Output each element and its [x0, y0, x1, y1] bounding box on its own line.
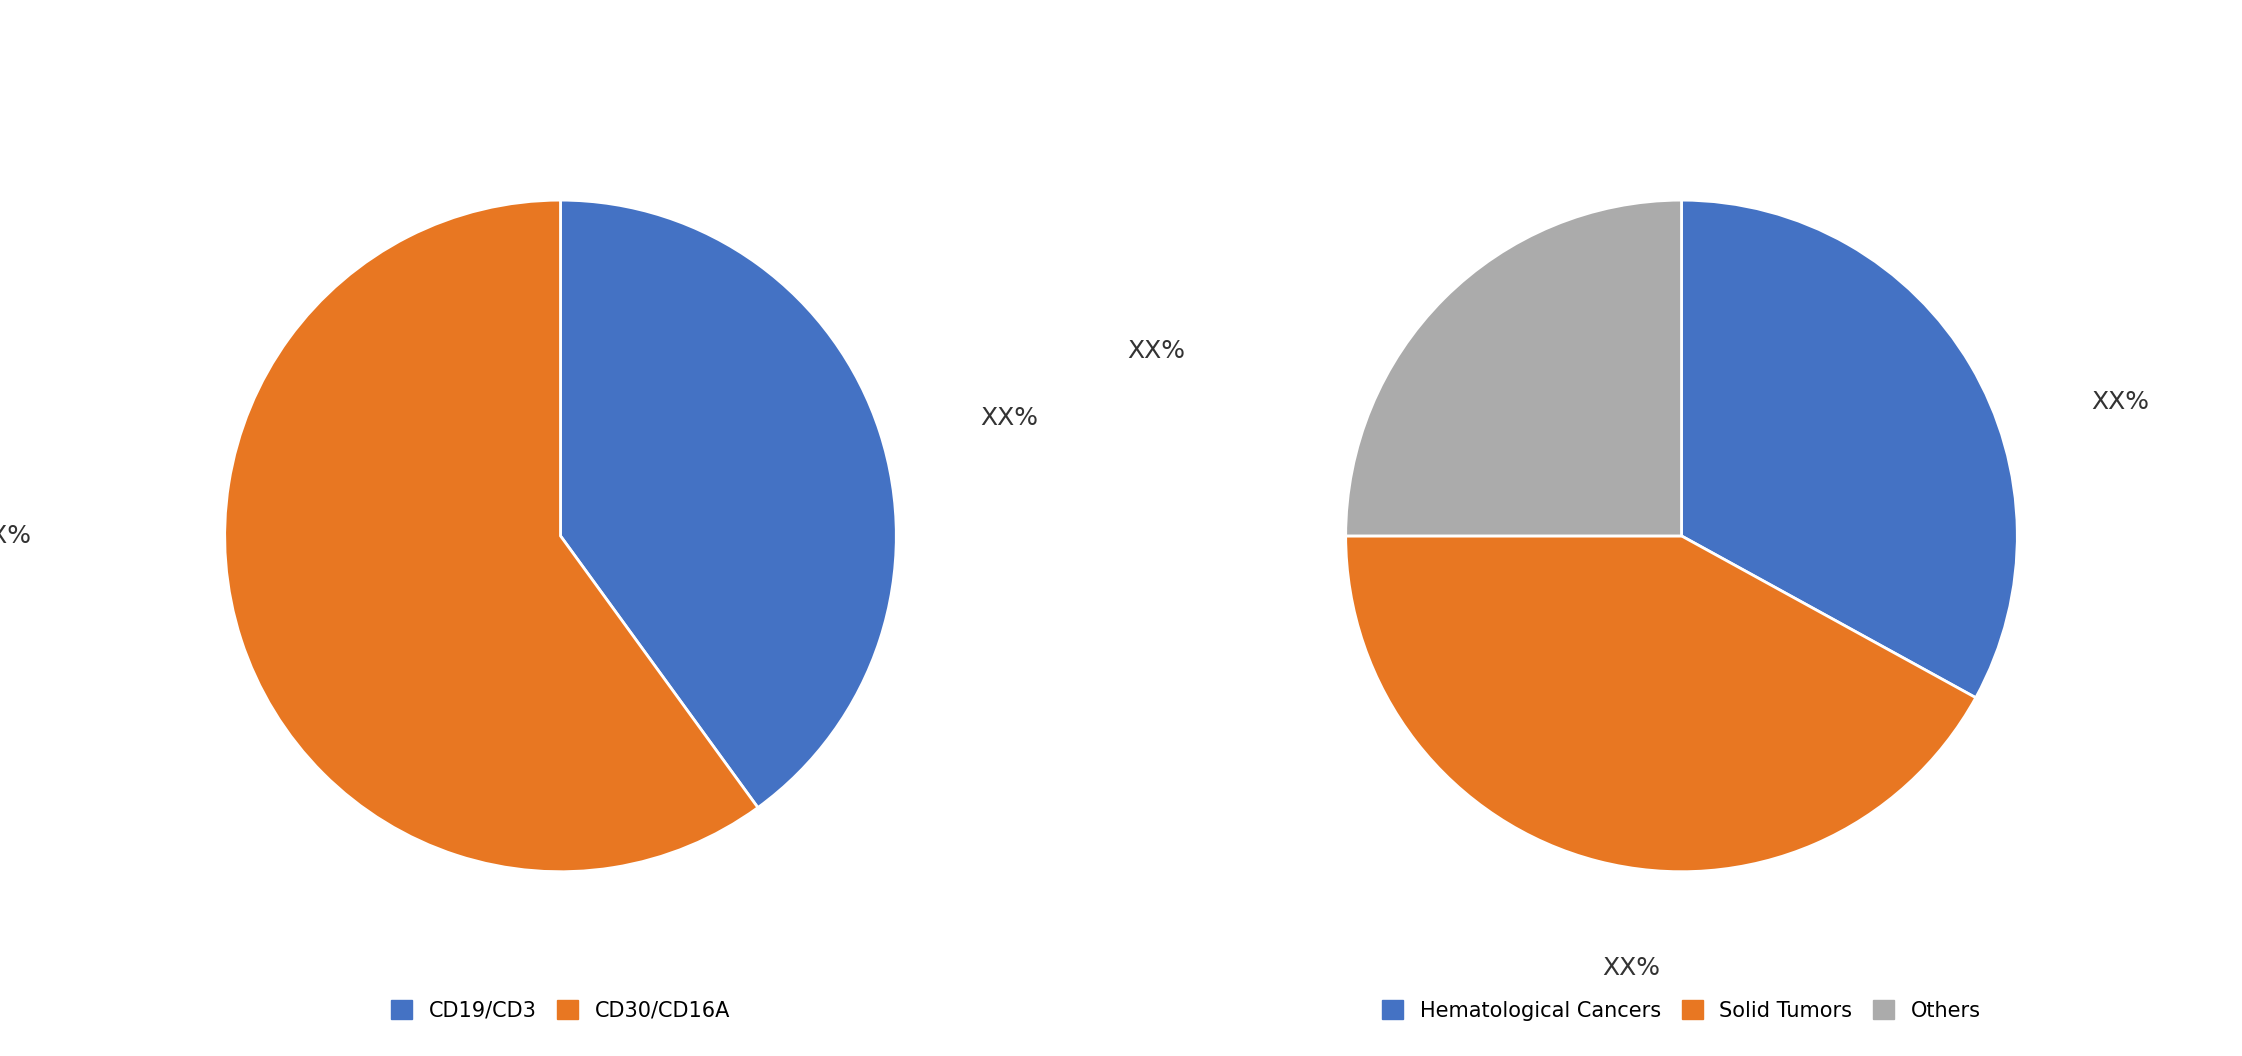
Text: XX%: XX% [1603, 956, 1659, 980]
Text: XX%: XX% [2092, 390, 2150, 414]
Text: XX%: XX% [1128, 339, 1186, 363]
Text: Source: Theindustrystats Analysis: Source: Theindustrystats Analysis [27, 1006, 401, 1025]
Legend: CD19/CD3, CD30/CD16A: CD19/CD3, CD30/CD16A [383, 992, 738, 1030]
Wedge shape [1345, 535, 1975, 871]
Text: Fig. Global Bispecific Antibodies for Cancer Market Share by Product Types & App: Fig. Global Bispecific Antibodies for Ca… [27, 44, 1493, 72]
Text: XX%: XX% [0, 524, 31, 548]
Wedge shape [224, 200, 758, 871]
Text: Email: sales@theindustrystats.com: Email: sales@theindustrystats.com [928, 1006, 1314, 1025]
Text: Website: www.theindustrystats.com: Website: www.theindustrystats.com [1816, 1006, 2215, 1025]
Wedge shape [560, 200, 897, 808]
Legend: Hematological Cancers, Solid Tumors, Others: Hematological Cancers, Solid Tumors, Oth… [1374, 992, 1989, 1030]
Text: XX%: XX% [980, 407, 1038, 431]
Wedge shape [1345, 200, 1682, 535]
Wedge shape [1682, 200, 2018, 698]
